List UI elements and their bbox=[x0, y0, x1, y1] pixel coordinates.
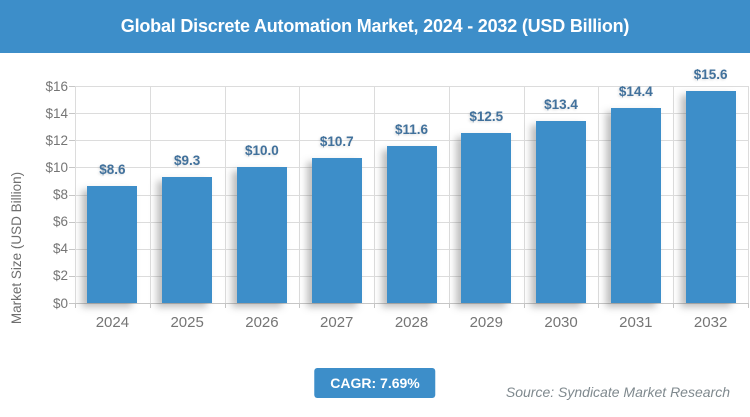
x-axis-tick bbox=[299, 303, 301, 308]
x-axis-line bbox=[75, 303, 748, 304]
v-gridline bbox=[598, 86, 600, 303]
bar-2031 bbox=[610, 107, 661, 303]
y-axis-tick-label: $14 bbox=[45, 105, 68, 121]
y-axis-tick bbox=[69, 303, 75, 304]
y-axis-tick-label: $10 bbox=[45, 159, 68, 175]
y-axis-tick-label: $12 bbox=[45, 132, 68, 148]
x-axis-category-label: 2024 bbox=[95, 314, 130, 331]
v-gridline bbox=[523, 86, 525, 303]
source-attribution: Source: Syndicate Market Research bbox=[505, 384, 730, 400]
bar-2030 bbox=[536, 121, 587, 303]
x-axis-tick bbox=[598, 303, 600, 308]
y-axis-title: Market Size (USD Billion) bbox=[9, 171, 24, 325]
bar-value-label: $14.4 bbox=[618, 83, 653, 99]
v-gridline bbox=[299, 86, 301, 303]
x-axis-category-label: 2029 bbox=[469, 314, 503, 331]
x-axis-tick bbox=[374, 303, 376, 308]
y-axis-tick bbox=[69, 221, 75, 223]
y-axis-tick-label: $6 bbox=[52, 214, 68, 230]
bar-2029 bbox=[461, 133, 512, 303]
bar-2028 bbox=[386, 145, 437, 303]
v-gridline bbox=[448, 86, 450, 303]
y-axis-tick bbox=[69, 113, 75, 115]
x-axis-category-label: 2027 bbox=[320, 314, 354, 331]
v-gridline bbox=[673, 86, 675, 303]
v-gridline bbox=[75, 86, 76, 303]
bar-2032 bbox=[685, 91, 736, 303]
bar-2026 bbox=[236, 167, 287, 303]
bar-2025 bbox=[162, 176, 213, 303]
h-gridline bbox=[75, 113, 748, 115]
x-axis-category-label: 2026 bbox=[245, 314, 279, 331]
bar-value-label: $11.6 bbox=[394, 121, 429, 137]
y-axis-tick bbox=[69, 86, 75, 87]
x-axis-tick bbox=[224, 303, 226, 308]
cagr-badge: CAGR: 7.69% bbox=[314, 368, 436, 398]
bar-chart: Market Size (USD Billion) $0 $2 $4 $6 $8 $10 $… bbox=[0, 53, 750, 353]
y-axis-tick bbox=[69, 194, 75, 196]
y-axis-tick bbox=[69, 248, 75, 250]
h-gridline bbox=[75, 86, 748, 87]
y-axis-tick bbox=[69, 275, 75, 277]
y-axis-tick-label: $8 bbox=[52, 187, 68, 202]
x-axis-tick bbox=[75, 303, 76, 308]
chart-title-banner: Global Discrete Automation Market, 2024 … bbox=[0, 0, 750, 53]
y-axis-tick-label: $4 bbox=[52, 241, 68, 257]
x-axis-tick bbox=[149, 303, 151, 308]
x-axis-category-label: 2028 bbox=[394, 314, 429, 331]
v-gridline bbox=[224, 86, 226, 303]
x-axis-tick bbox=[523, 303, 525, 308]
v-gridline bbox=[149, 86, 151, 303]
bar-2024 bbox=[87, 186, 138, 303]
h-gridline bbox=[75, 140, 748, 142]
y-axis-tick-label: $16 bbox=[45, 78, 68, 94]
x-axis-tick bbox=[748, 303, 749, 308]
bar-value-label: $15.6 bbox=[693, 67, 728, 83]
bar-value-label: $8.6 bbox=[99, 162, 126, 178]
y-axis-tick bbox=[69, 140, 75, 142]
v-gridline bbox=[748, 86, 749, 303]
x-axis-category-label: 2031 bbox=[619, 314, 653, 331]
bar-2027 bbox=[311, 157, 362, 303]
x-axis-category-label: 2032 bbox=[693, 314, 728, 331]
x-axis-tick bbox=[673, 303, 675, 308]
bar-value-label: $10.0 bbox=[245, 143, 279, 159]
y-axis-tick-label: $2 bbox=[52, 268, 68, 284]
x-axis-category-label: 2025 bbox=[170, 314, 204, 331]
v-gridline bbox=[374, 86, 376, 303]
y-axis-tick bbox=[69, 167, 75, 169]
y-axis-tick-label: $0 bbox=[52, 295, 68, 311]
page-title: Global Discrete Automation Market, 2024 … bbox=[120, 16, 630, 36]
x-axis-tick bbox=[448, 303, 450, 308]
x-axis-category-label: 2030 bbox=[544, 314, 578, 331]
bar-value-label: $12.5 bbox=[469, 109, 504, 125]
bar-value-label: $9.3 bbox=[174, 152, 201, 168]
bar-value-label: $10.7 bbox=[319, 133, 354, 149]
bar-value-label: $13.4 bbox=[544, 97, 578, 113]
